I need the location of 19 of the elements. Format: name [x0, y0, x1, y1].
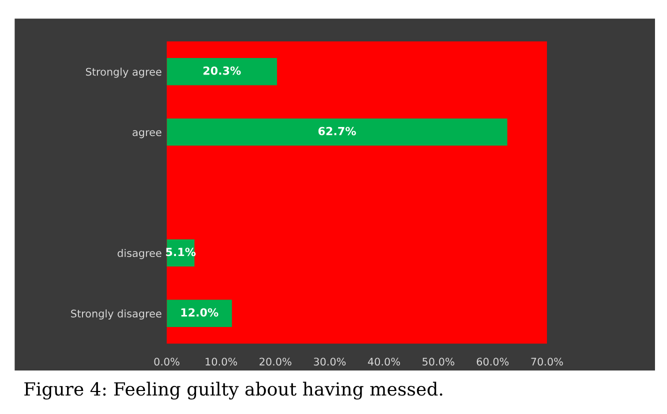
bar — [166, 300, 232, 327]
y-tick-label: agree — [132, 130, 162, 138]
x-tick-label: 40.0% — [368, 358, 400, 366]
y-tick-label: Strongly agree — [86, 68, 162, 78]
x-tick-label: 50.0% — [422, 358, 454, 366]
x-tick-label: 70.0% — [531, 358, 563, 366]
data-label: 20.3% — [203, 66, 241, 75]
data-label: 62.7% — [318, 126, 356, 136]
y-tick-label: disagree — [118, 248, 162, 260]
data-label: 12.0% — [181, 308, 218, 317]
x-tick-label: 10.0% — [206, 358, 238, 366]
caption: Figure 4: Feeling guilty about having messed. — [24, 382, 442, 400]
y-tick-label: Strongly disagree — [71, 309, 162, 320]
bar — [166, 118, 508, 146]
x-tick-label: 60.0% — [476, 358, 509, 366]
x-tick-label: 20.0% — [260, 358, 292, 366]
bar — [166, 58, 278, 86]
x-tick-label: 0.0% — [154, 358, 180, 366]
x-tick-label: 30.0% — [314, 358, 346, 366]
